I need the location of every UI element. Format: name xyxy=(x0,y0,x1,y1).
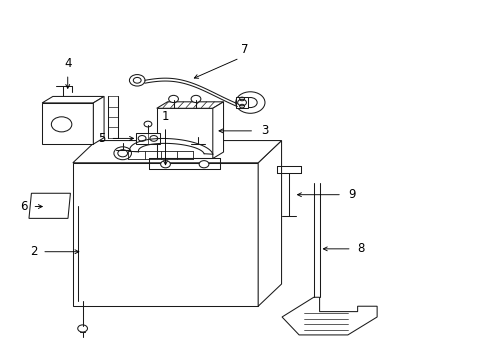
Polygon shape xyxy=(157,102,223,108)
Circle shape xyxy=(189,141,206,154)
Text: 6: 6 xyxy=(20,200,28,213)
Circle shape xyxy=(78,325,87,332)
Polygon shape xyxy=(258,140,281,306)
Text: 3: 3 xyxy=(261,124,268,138)
Circle shape xyxy=(160,161,170,168)
Polygon shape xyxy=(136,133,159,144)
Text: 4: 4 xyxy=(64,57,71,69)
Text: 9: 9 xyxy=(347,188,355,201)
Polygon shape xyxy=(29,193,70,219)
Circle shape xyxy=(129,75,145,86)
Polygon shape xyxy=(42,96,104,103)
Circle shape xyxy=(168,95,178,103)
Polygon shape xyxy=(282,297,376,335)
Circle shape xyxy=(237,99,246,106)
Circle shape xyxy=(191,95,201,103)
Text: 1: 1 xyxy=(162,110,169,123)
Circle shape xyxy=(114,147,131,160)
Circle shape xyxy=(144,121,152,127)
Polygon shape xyxy=(157,108,212,158)
Text: 2: 2 xyxy=(30,245,38,258)
Text: 7: 7 xyxy=(240,42,248,55)
Polygon shape xyxy=(73,163,258,306)
Circle shape xyxy=(235,92,264,113)
Text: 5: 5 xyxy=(98,132,105,145)
Polygon shape xyxy=(212,102,223,158)
Polygon shape xyxy=(73,140,281,163)
Text: 8: 8 xyxy=(357,242,364,255)
Circle shape xyxy=(199,161,208,168)
Circle shape xyxy=(51,117,72,132)
Polygon shape xyxy=(93,96,104,144)
Polygon shape xyxy=(42,103,93,144)
Polygon shape xyxy=(235,97,248,108)
